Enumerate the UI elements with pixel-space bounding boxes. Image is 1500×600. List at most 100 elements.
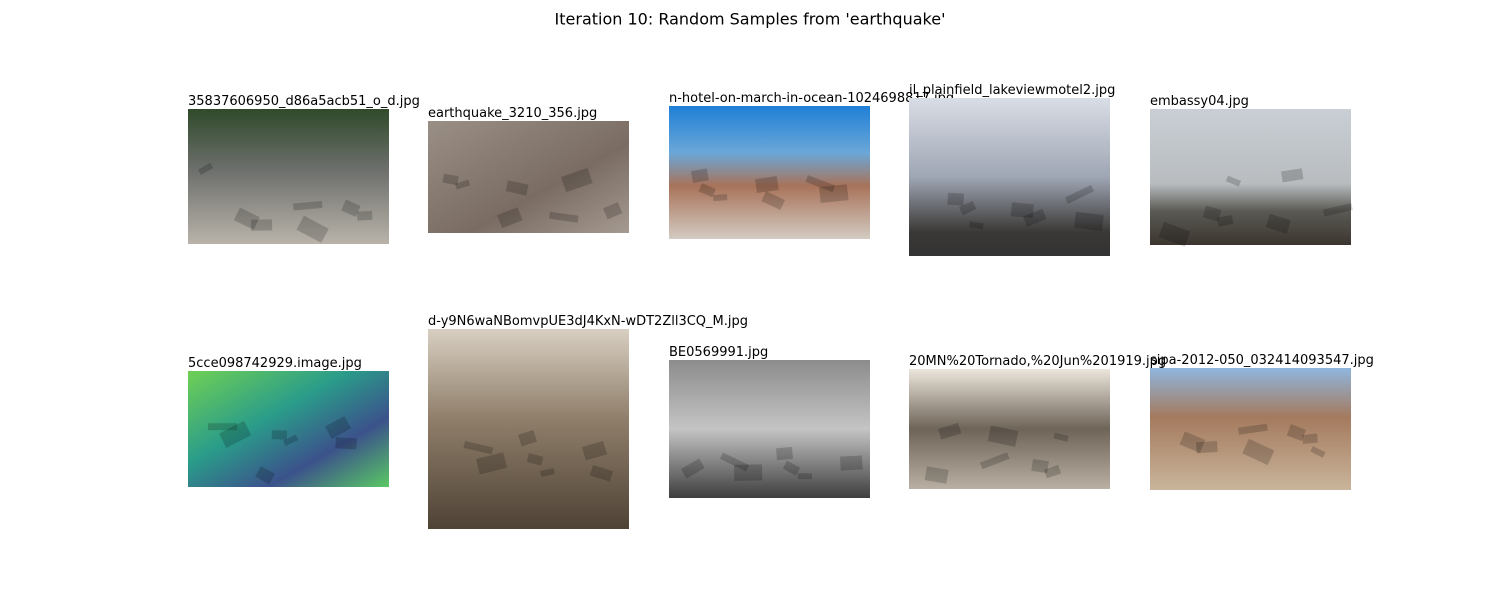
image-detail <box>335 437 357 450</box>
image-thumbnail <box>1150 368 1351 490</box>
image-cell: 5cce098742929.image.jpg <box>188 356 389 487</box>
image-detail <box>549 211 579 223</box>
image-detail <box>755 176 779 194</box>
image-thumbnail <box>909 98 1110 256</box>
image-filename: n-hotel-on-march-in-ocean-1024698817.jpg <box>669 91 954 106</box>
image-detail <box>1217 214 1234 227</box>
image-detail <box>341 199 361 217</box>
image-thumbnail <box>188 371 389 487</box>
image-detail <box>1179 431 1206 453</box>
image-detail <box>296 215 329 243</box>
image-thumbnail <box>669 360 870 498</box>
figure-title: Iteration 10: Random Samples from 'earth… <box>555 10 946 29</box>
image-detail <box>840 455 863 471</box>
image-cell: sipa-2012-050_032414093547.jpg <box>1150 353 1374 490</box>
image-detail <box>271 430 287 440</box>
image-detail <box>1053 432 1069 442</box>
image-grid: 35837606950_d86a5acb51_o_d.jpg earthquake… <box>188 83 1374 529</box>
image-filename: BE0569991.jpg <box>669 345 768 360</box>
image-detail <box>947 192 964 206</box>
image-detail <box>505 180 529 196</box>
image-filename: il_plainfield_lakeviewmotel2.jpg <box>909 83 1115 98</box>
image-detail <box>1158 221 1191 247</box>
image-detail <box>251 219 273 231</box>
image-detail <box>526 453 544 466</box>
image-detail <box>1302 433 1318 445</box>
image-detail <box>539 468 555 477</box>
image-detail <box>1242 438 1275 466</box>
image-thumbnail <box>428 329 629 529</box>
image-filename: 35837606950_d86a5acb51_o_d.jpg <box>188 94 420 109</box>
image-filename: earthquake_3210_356.jpg <box>428 106 597 121</box>
image-detail <box>959 200 977 216</box>
image-detail <box>1281 168 1304 183</box>
image-detail <box>1202 205 1222 222</box>
image-detail <box>924 466 949 484</box>
image-detail <box>681 458 705 479</box>
image-detail <box>476 452 508 475</box>
image-cell: BE0569991.jpg <box>669 345 870 498</box>
image-detail <box>293 200 323 211</box>
image-detail <box>582 440 608 461</box>
image-detail <box>1010 202 1034 219</box>
image-detail <box>208 423 237 431</box>
image-detail <box>1238 423 1268 435</box>
image-filename: d-y9N6waNBomvpUE3dJ4KxN-wDT2Zll3CQ_M.jpg <box>428 314 748 329</box>
image-detail <box>496 207 523 229</box>
image-detail <box>518 430 537 447</box>
image-detail <box>691 168 709 183</box>
image-detail <box>325 416 352 439</box>
image-detail <box>233 207 260 230</box>
image-thumbnail <box>1150 109 1351 245</box>
image-cell: 35837606950_d86a5acb51_o_d.jpg <box>188 94 420 244</box>
image-thumbnail <box>188 109 389 244</box>
image-cell: embassy04.jpg <box>1150 94 1353 247</box>
image-filename: 20MN%20Tornado,%20Jun%201919.jpg <box>909 354 1166 369</box>
image-detail <box>987 425 1019 447</box>
image-detail <box>698 183 716 198</box>
image-detail <box>455 179 471 190</box>
image-detail <box>197 162 214 175</box>
image-detail <box>761 191 786 210</box>
image-detail <box>283 434 299 447</box>
image-detail <box>463 441 494 455</box>
image-detail <box>712 194 728 202</box>
image-detail <box>819 184 849 204</box>
image-detail <box>1044 464 1062 479</box>
image-detail <box>938 422 962 440</box>
image-detail <box>1265 213 1291 234</box>
image-filename: embassy04.jpg <box>1150 94 1249 109</box>
image-detail <box>1074 211 1104 232</box>
image-cell: n-hotel-on-march-in-ocean-1024698817.jpg <box>669 91 954 239</box>
image-thumbnail <box>428 121 629 233</box>
image-cell: d-y9N6waNBomvpUE3dJ4KxN-wDT2Zll3CQ_M.jpg <box>428 314 748 529</box>
image-detail <box>1023 208 1047 227</box>
image-thumbnail <box>909 369 1110 489</box>
image-detail <box>797 473 812 480</box>
image-detail <box>442 173 459 186</box>
image-detail <box>219 420 252 448</box>
image-detail <box>560 167 593 193</box>
image-detail <box>1196 440 1218 454</box>
image-detail <box>589 464 614 482</box>
image-filename: 5cce098742929.image.jpg <box>188 356 362 371</box>
image-detail <box>1323 203 1353 217</box>
image-detail <box>719 452 750 472</box>
image-detail <box>1065 184 1095 204</box>
image-detail <box>782 460 801 476</box>
image-detail <box>734 464 763 481</box>
image-detail <box>776 446 793 461</box>
image-detail <box>969 221 984 230</box>
image-detail <box>1225 175 1241 187</box>
image-detail <box>1031 459 1049 474</box>
image-detail <box>255 466 275 485</box>
image-detail <box>603 202 623 220</box>
image-cell: earthquake_3210_356.jpg <box>428 106 629 233</box>
image-filename: sipa-2012-050_032414093547.jpg <box>1150 353 1374 368</box>
image-detail <box>980 452 1010 470</box>
image-cell: 20MN%20Tornado,%20Jun%201919.jpg <box>909 354 1166 489</box>
image-thumbnail <box>669 106 870 239</box>
image-detail <box>805 175 836 193</box>
image-detail <box>1310 446 1326 458</box>
